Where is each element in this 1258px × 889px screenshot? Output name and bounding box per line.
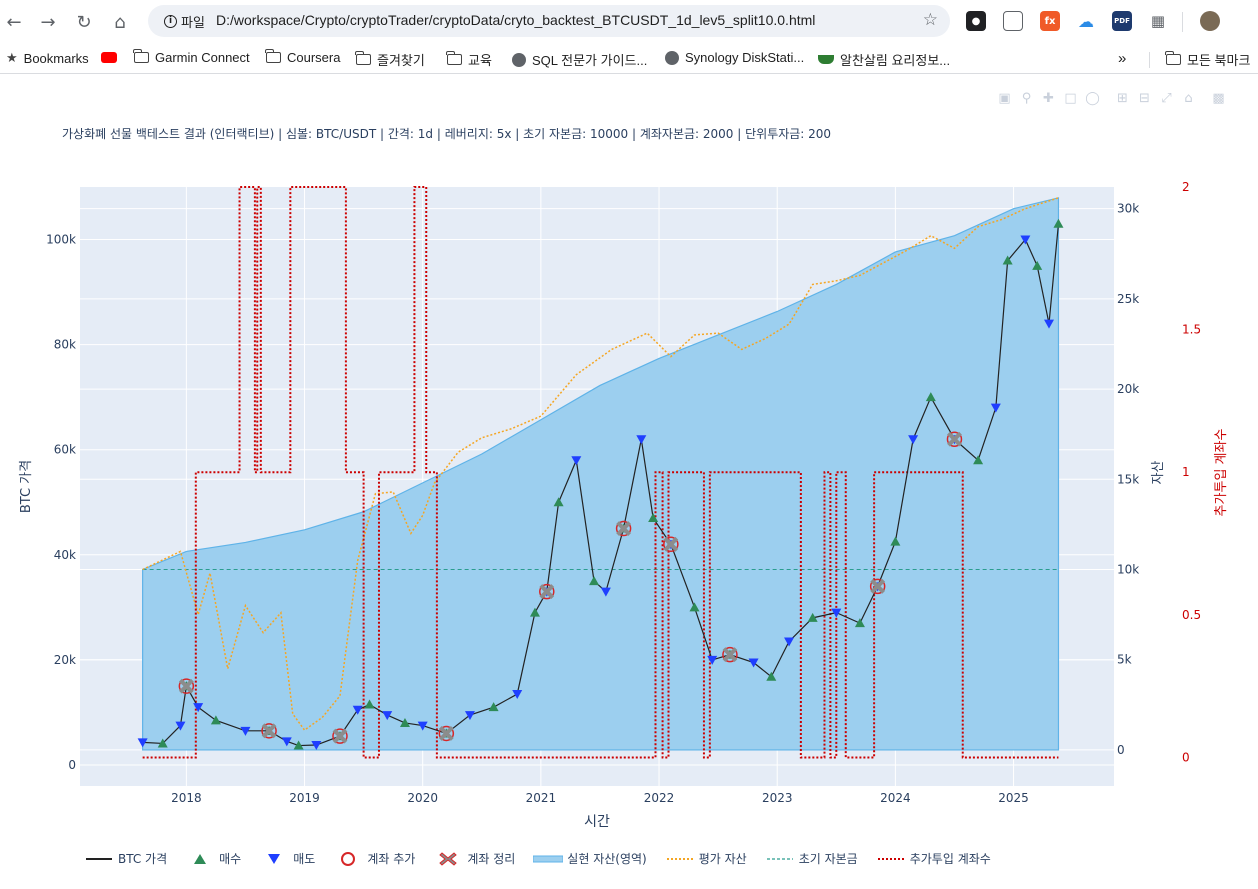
x-mark-icon: [439, 851, 458, 866]
legend-item-add[interactable]: 계좌 추가: [333, 850, 415, 867]
pan-icon[interactable]: ✚: [1043, 91, 1054, 106]
pot-icon: [818, 55, 834, 64]
youtube-icon[interactable]: [101, 52, 117, 63]
bookmark-star-icon[interactable]: ☆: [922, 10, 938, 30]
pdf-icon[interactable]: PDF: [1112, 11, 1132, 31]
reset-axes-icon[interactable]: ⌂: [1184, 91, 1193, 106]
back-icon[interactable]: ←: [6, 11, 22, 33]
folder-icon: [446, 51, 462, 65]
globe-icon: [665, 50, 679, 65]
bookmark-item[interactable]: SQL 전문가 가이드...: [512, 50, 647, 69]
globe-icon: [512, 52, 526, 67]
folder-icon: [1165, 51, 1181, 65]
ext-3-icon[interactable]: fx: [1040, 11, 1060, 31]
legend-line-icon: [86, 857, 112, 860]
legend-item-realized[interactable]: 실현 자산(영역): [533, 850, 647, 867]
triangle-down-icon: [268, 853, 281, 864]
url-text[interactable]: D:/workspace/Crypto/cryptoTrader/cryptoD…: [216, 12, 816, 28]
zoom-out-icon[interactable]: ⊟: [1139, 91, 1150, 106]
legend-item-buy[interactable]: 매수: [185, 850, 241, 867]
toolbar-divider: [1182, 12, 1183, 32]
bookmarks-bar: ★ Bookmarks Garmin Connect Coursera 즐겨찾기 …: [0, 44, 1258, 74]
area-icon: [533, 855, 564, 862]
bookmarks-divider: [1149, 52, 1150, 68]
ext-1-icon[interactable]: ●: [966, 11, 986, 31]
star-icon: ★: [6, 50, 18, 65]
puzzle-icon[interactable]: ▦: [1148, 11, 1168, 31]
reload-icon[interactable]: ↻: [76, 11, 92, 33]
page-info-chip[interactable]: i 파일: [156, 9, 213, 33]
autoscale-icon[interactable]: ⤢: [1161, 91, 1172, 106]
zoom-icon[interactable]: ⚲: [1021, 91, 1032, 106]
zoom-in-icon[interactable]: ⊞: [1117, 91, 1128, 106]
onedrive-icon[interactable]: ☁: [1076, 11, 1096, 31]
chart-legend: BTC 가격 매수 매도 계좌 추가 계좌 정리 실현 자산(영역) 평가 자산…: [84, 850, 1009, 867]
avatar[interactable]: [1200, 11, 1220, 31]
bookmark-item[interactable]: Garmin Connect: [133, 49, 250, 65]
legend-item-btc[interactable]: BTC 가격: [84, 850, 167, 867]
all-bookmarks-button[interactable]: 모든 북마크: [1165, 50, 1250, 69]
chart-modebar: ▣ ⚲ ✚ □ ◯ ⊞ ⊟ ⤢ ⌂ ▩: [997, 91, 1226, 106]
box-select-icon[interactable]: □: [1064, 91, 1077, 106]
dotted-line-icon: [877, 857, 904, 860]
folder-icon: [355, 51, 371, 65]
chart-title: 가상화폐 선물 백테스트 결과 (인터랙티브) | 심볼: BTC/USDT |…: [62, 127, 832, 141]
legend-item-close[interactable]: 계좌 정리: [433, 850, 515, 867]
info-icon: i: [164, 14, 177, 28]
circle-open-icon: [341, 851, 356, 866]
bookmark-item[interactable]: 즐겨찾기: [355, 50, 425, 69]
legend-item-initial[interactable]: 초기 자본금: [765, 850, 858, 867]
legend-item-eval[interactable]: 평가 자산: [665, 850, 747, 867]
bookmark-item[interactable]: ★ Bookmarks: [6, 50, 89, 66]
bookmark-item[interactable]: Coursera: [265, 49, 340, 65]
legend-item-extra[interactable]: 추가투입 계좌수: [876, 850, 991, 867]
lasso-icon[interactable]: ◯: [1085, 91, 1100, 106]
triangle-up-icon: [194, 853, 207, 864]
forward-icon[interactable]: →: [40, 11, 56, 33]
bookmark-item[interactable]: Synology DiskStati...: [665, 50, 804, 65]
legend-item-sell[interactable]: 매도: [259, 850, 315, 867]
plotly-logo-icon[interactable]: ▩: [1212, 91, 1225, 106]
ext-2-icon[interactable]: [1003, 11, 1023, 31]
dashed-line-icon: [766, 857, 793, 860]
folder-icon: [265, 49, 281, 63]
page-info-label: 파일: [181, 15, 205, 31]
bookmark-item[interactable]: 교육: [446, 50, 492, 69]
dotted-line-icon: [666, 857, 693, 860]
page-content: [0, 75, 1258, 889]
browser-toolbar: ← → ↻ ⌂ i 파일 D:/workspace/Crypto/cryptoT…: [0, 0, 1258, 44]
bookmark-item[interactable]: 알찬살림 요리정보...: [818, 50, 950, 69]
address-bar[interactable]: i 파일 D:/workspace/Crypto/cryptoTrader/cr…: [148, 5, 950, 37]
home-icon[interactable]: ⌂: [114, 11, 126, 33]
camera-icon[interactable]: ▣: [998, 91, 1011, 106]
folder-icon: [133, 49, 149, 63]
bookmarks-overflow-button[interactable]: »: [1118, 50, 1127, 67]
